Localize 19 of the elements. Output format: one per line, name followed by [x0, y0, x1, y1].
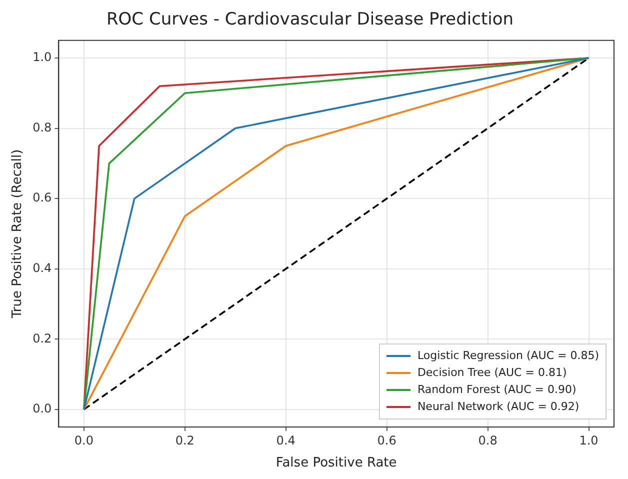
y-tick-label: 1.0 [32, 50, 52, 64]
legend-label: Random Forest (AUC = 0.90) [417, 382, 576, 396]
y-tick-label: 0.6 [32, 190, 52, 205]
y-tick-label: 0.2 [32, 331, 52, 346]
legend-label: Neural Network (AUC = 0.92) [417, 400, 580, 413]
x-axis-title: False Positive Rate [276, 456, 397, 471]
legend-label: Logistic Regression (AUC = 0.85) [417, 348, 600, 362]
x-tick-label: 0.8 [478, 433, 498, 448]
x-tick-label: 1.0 [579, 433, 598, 448]
chart-title: ROC Curves - Cardiovascular Disease Prediction [106, 10, 514, 30]
y-tick-label: 0.8 [32, 120, 52, 134]
x-tick-label: 0.2 [175, 433, 194, 448]
legend-label: Decision Tree (AUC = 0.81) [417, 366, 567, 379]
x-tick-label: 0.6 [377, 433, 396, 448]
y-tick-label: 0.4 [32, 260, 52, 275]
x-tick-label: 0.0 [74, 433, 94, 448]
y-axis-title: True Positive Rate (Recall) [10, 149, 26, 320]
y-tick-label: 0.0 [32, 402, 52, 416]
x-tick-label: 0.4 [276, 433, 296, 448]
